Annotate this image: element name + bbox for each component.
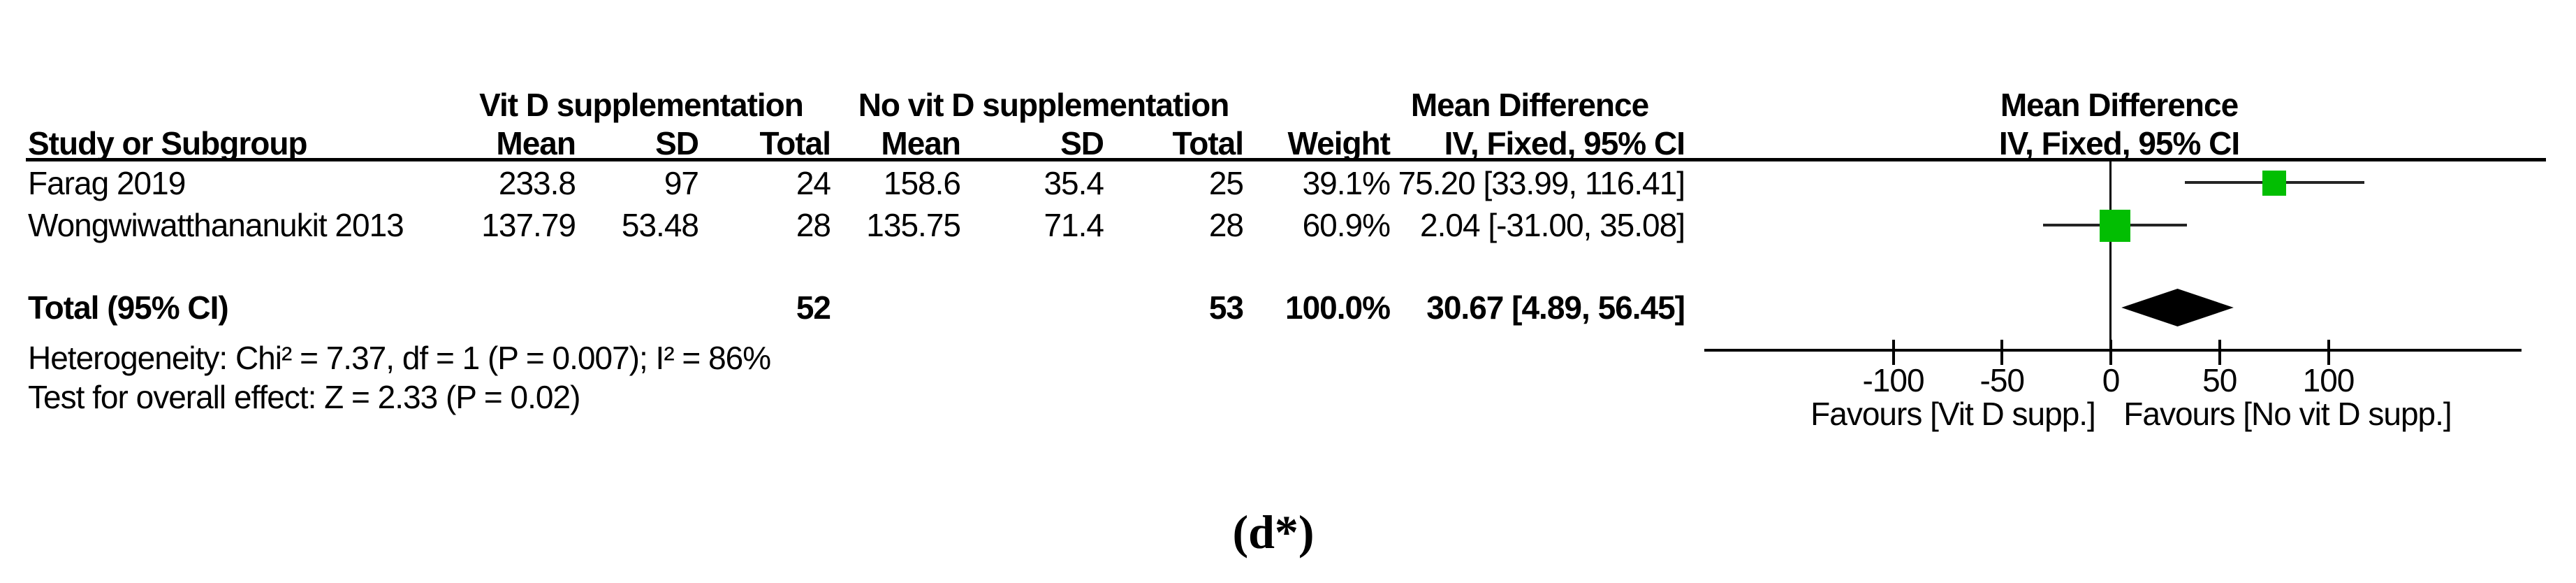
heterogeneity-text: Heterogeneity: Chi² = 7.37, df = 1 (P = … xyxy=(28,340,771,376)
study-point-estimate-square xyxy=(2262,171,2287,196)
panel-caption: (d*) xyxy=(1232,505,1315,559)
sd2-value: 71.4 xyxy=(1044,207,1104,243)
zero-line xyxy=(2109,159,2112,350)
study-name: Wongwiwatthananukit 2013 xyxy=(28,207,404,243)
x-axis-line xyxy=(1704,349,2522,352)
sd2-value: 35.4 xyxy=(1044,165,1104,201)
overall-effect-text: Test for overall effect: Z = 2.33 (P = 0… xyxy=(28,379,580,415)
col-weight-header: Weight xyxy=(1287,125,1391,161)
col-total2-header: Total xyxy=(1172,125,1244,161)
total2-value: 28 xyxy=(1208,207,1244,243)
total1-sum: 52 xyxy=(796,289,831,326)
col-study-header: Study or Subgroup xyxy=(28,125,308,161)
x-axis-tick-label: -50 xyxy=(1979,362,2025,398)
mean1-value: 137.79 xyxy=(481,207,576,243)
col-sd1-header: SD xyxy=(655,125,699,161)
x-axis-tick-label: 100 xyxy=(2302,362,2355,398)
mean1-value: 233.8 xyxy=(498,165,576,201)
group2-header: No vit D supplementation xyxy=(858,87,1230,123)
weight-value: 39.1% xyxy=(1302,165,1391,201)
x-axis-tick xyxy=(2218,340,2221,365)
x-axis-tick-label: 0 xyxy=(2102,362,2121,398)
header-separator-rule xyxy=(26,158,2546,161)
total2-sum: 53 xyxy=(1208,289,1244,326)
total-label: Total (95% CI) xyxy=(28,289,229,326)
weight-value: 60.9% xyxy=(1302,207,1391,243)
total-ci-text: 30.67 [4.89, 56.45] xyxy=(1426,289,1685,326)
favours-left-label: Favours [Vit D supp.] xyxy=(1810,396,2096,432)
study-name: Farag 2019 xyxy=(28,165,186,201)
mean2-value: 158.6 xyxy=(883,165,961,201)
total-diamond xyxy=(2121,289,2234,326)
col-total1-header: Total xyxy=(759,125,831,161)
col-mean1-header: Mean xyxy=(496,125,576,161)
sd1-value: 97 xyxy=(664,165,699,201)
col-sd2-header: SD xyxy=(1060,125,1104,161)
x-axis-tick xyxy=(2000,340,2004,365)
col-mean2-header: Mean xyxy=(881,125,961,161)
x-axis-tick xyxy=(2327,340,2330,365)
x-axis-tick xyxy=(2109,340,2112,365)
plot-header-method: IV, Fixed, 95% CI xyxy=(1998,125,2240,161)
ci-text: 75.20 [33.99, 116.41] xyxy=(1398,165,1685,201)
group1-header: Vit D supplementation xyxy=(479,87,804,123)
plot-header-title: Mean Difference xyxy=(2000,87,2239,123)
favours-right-label: Favours [No vit D supp.] xyxy=(2123,396,2452,432)
ci-text: 2.04 [-31.00, 35.08] xyxy=(1420,207,1685,243)
mean2-value: 135.75 xyxy=(866,207,961,243)
md-column-header: Mean Difference xyxy=(1410,87,1649,123)
col-ci-header: IV, Fixed, 95% CI xyxy=(1444,125,1685,161)
study-point-estimate-square xyxy=(2100,210,2131,242)
total2-value: 25 xyxy=(1208,165,1244,201)
x-axis-tick xyxy=(1891,340,1895,365)
total1-value: 28 xyxy=(796,207,831,243)
x-axis-tick-label: -100 xyxy=(1862,362,1924,398)
total1-value: 24 xyxy=(796,165,831,201)
sd1-value: 53.48 xyxy=(621,207,699,243)
x-axis-tick-label: 50 xyxy=(2202,362,2237,398)
total-weight: 100.0% xyxy=(1285,289,1391,326)
